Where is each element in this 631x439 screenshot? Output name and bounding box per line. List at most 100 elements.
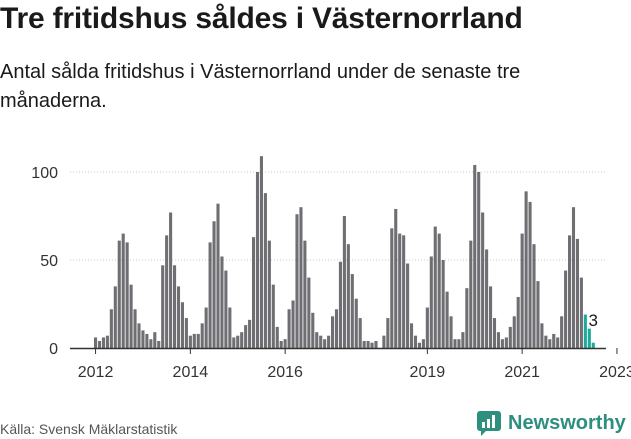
bar xyxy=(473,164,477,348)
bar xyxy=(244,325,248,348)
bar xyxy=(410,323,414,348)
bar xyxy=(287,309,291,348)
bar xyxy=(496,332,500,348)
bar-highlight xyxy=(583,314,587,348)
bar xyxy=(524,191,528,348)
bar xyxy=(121,233,125,348)
bar xyxy=(512,316,516,348)
x-tick-label: 2012 xyxy=(78,364,114,381)
bar-highlight xyxy=(591,342,595,348)
bar xyxy=(323,339,327,348)
bar xyxy=(283,339,287,348)
bar xyxy=(520,233,524,348)
bar xyxy=(94,337,98,348)
bar xyxy=(169,212,173,348)
bar xyxy=(477,172,481,348)
bar xyxy=(176,286,181,348)
bar xyxy=(236,335,240,348)
bar xyxy=(153,332,157,348)
bar xyxy=(429,256,433,348)
bar xyxy=(362,340,366,348)
bar xyxy=(279,340,283,348)
bar xyxy=(145,333,149,348)
bar xyxy=(180,302,184,348)
bar xyxy=(129,284,133,348)
bar xyxy=(97,340,102,348)
brand-name: Newsworthy xyxy=(508,411,626,434)
bar xyxy=(196,333,200,348)
y-axis-labels: 0 50 100 xyxy=(31,165,58,358)
bar xyxy=(252,237,256,348)
bar xyxy=(125,242,129,348)
source-note: Källa: Svensk Mäklarstatistik xyxy=(0,421,178,437)
bar xyxy=(117,240,121,348)
bar xyxy=(504,337,508,348)
bar xyxy=(319,335,323,348)
bar xyxy=(406,263,410,348)
bar xyxy=(338,261,342,348)
bar xyxy=(394,208,398,348)
bar xyxy=(568,235,572,348)
bar xyxy=(275,326,279,348)
bar xyxy=(354,298,358,348)
bar xyxy=(492,318,497,348)
bar xyxy=(350,274,354,348)
bars xyxy=(94,156,595,348)
bar xyxy=(315,332,319,348)
bar xyxy=(216,203,220,348)
bar xyxy=(544,335,548,348)
bar xyxy=(575,238,579,348)
bar xyxy=(165,235,169,348)
bar xyxy=(220,256,224,348)
bar xyxy=(149,339,153,348)
bar xyxy=(311,312,315,348)
bar xyxy=(532,244,536,348)
bar xyxy=(200,323,204,348)
x-tick-label: 2019 xyxy=(410,364,446,381)
bar xyxy=(500,339,504,348)
bar xyxy=(516,296,520,348)
bar xyxy=(489,286,493,348)
bar xyxy=(457,339,461,348)
bar xyxy=(453,339,457,348)
bar xyxy=(255,172,260,348)
bar xyxy=(564,270,568,348)
x-tick-label: 2014 xyxy=(173,364,209,381)
bar xyxy=(481,212,485,348)
bar xyxy=(141,330,145,348)
bar xyxy=(327,335,331,348)
bar xyxy=(133,309,137,348)
bar xyxy=(334,309,339,348)
bar xyxy=(248,319,252,348)
newsworthy-logo-icon xyxy=(477,411,501,436)
bar xyxy=(137,323,141,348)
bar xyxy=(358,318,362,348)
bar xyxy=(263,193,267,348)
bar xyxy=(536,281,540,348)
bar xyxy=(540,323,544,348)
bar xyxy=(342,216,346,348)
newsworthy-brand[interactable]: Newsworthy xyxy=(476,410,626,436)
y-tick-label: 100 xyxy=(31,165,58,182)
bar xyxy=(307,277,311,348)
bar xyxy=(331,316,335,348)
bar xyxy=(208,242,212,348)
bar xyxy=(224,270,228,348)
bar xyxy=(552,333,556,348)
bar xyxy=(374,340,378,348)
bar xyxy=(461,332,465,348)
bar xyxy=(291,300,295,348)
bar xyxy=(390,228,394,348)
bar xyxy=(449,316,453,348)
bar xyxy=(421,339,425,348)
bar xyxy=(445,291,449,348)
y-tick-label: 0 xyxy=(49,341,58,358)
x-tick-label: 2023 xyxy=(599,364,631,381)
bar xyxy=(437,233,441,348)
bar xyxy=(433,226,437,348)
bar xyxy=(188,335,192,348)
bar xyxy=(382,335,386,348)
bar xyxy=(560,316,564,348)
bar-chart: 0 50 100 2012 2014 2016 2019 2021 2023 3 xyxy=(31,156,631,381)
bar xyxy=(232,337,236,348)
